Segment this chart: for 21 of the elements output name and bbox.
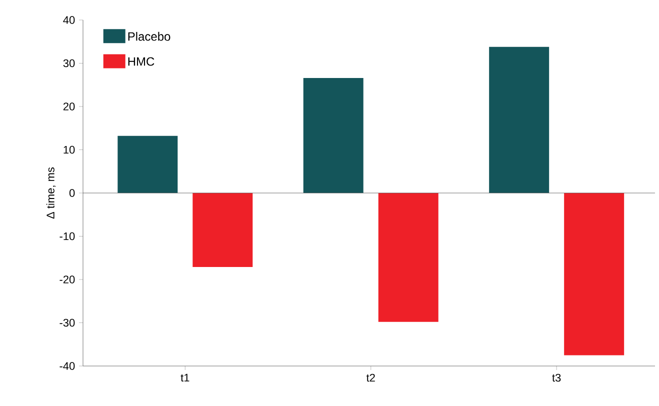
legend-label: Placebo bbox=[128, 32, 170, 41]
y-tick-label: 30 bbox=[63, 59, 75, 68]
y-tick-label: 20 bbox=[63, 102, 75, 110]
legend-label: HMC bbox=[128, 57, 154, 66]
bar bbox=[303, 78, 364, 193]
y-tick-label: -20 bbox=[60, 276, 75, 284]
y-tick-label: 10 bbox=[64, 146, 75, 154]
y-tick-label: -10 bbox=[60, 232, 75, 240]
x-tick-label: t3 bbox=[552, 374, 561, 382]
y-tick-label: 0 bbox=[69, 189, 75, 197]
y-axis-title: Δ time, ms bbox=[46, 167, 56, 219]
x-tick-label: t1 bbox=[180, 374, 190, 382]
y-tick-label: 40 bbox=[63, 16, 75, 24]
bar bbox=[489, 46, 550, 193]
bar bbox=[118, 136, 178, 193]
bar bbox=[192, 193, 253, 267]
y-tick-label: -30 bbox=[60, 318, 75, 327]
bar bbox=[378, 193, 438, 322]
bar bbox=[564, 193, 624, 356]
x-tick-label: t2 bbox=[366, 374, 375, 382]
y-tick-label: -40 bbox=[60, 362, 75, 370]
